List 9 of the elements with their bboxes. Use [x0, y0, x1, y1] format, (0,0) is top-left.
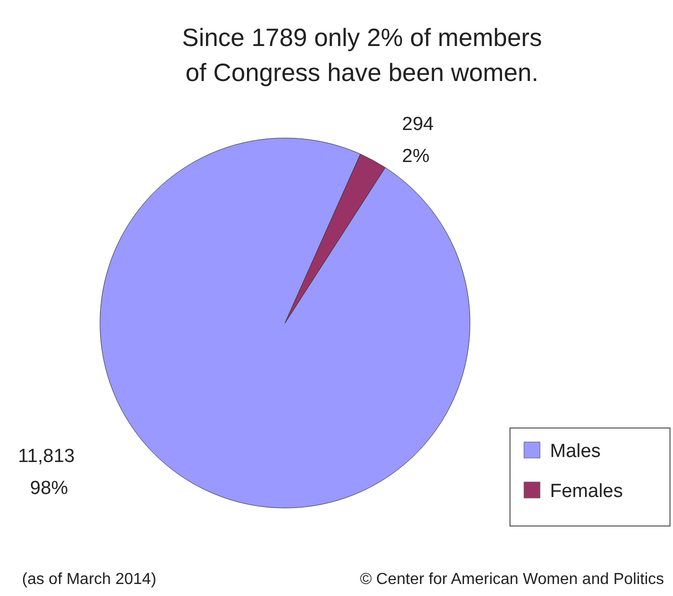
text: © Center for American Women and Politics [360, 571, 664, 588]
data-label: 11,813 98% [18, 446, 75, 499]
pie-slice [100, 138, 470, 508]
chart-title: Since 1789 only 2% of members of Congress have been women. [182, 24, 542, 87]
data-label: 294 2% [402, 114, 434, 167]
text: (as of March 2014) [22, 571, 156, 588]
pie-slice [284, 154, 386, 324]
legend-label: Females [550, 481, 623, 502]
legend-label: Males [550, 441, 601, 462]
